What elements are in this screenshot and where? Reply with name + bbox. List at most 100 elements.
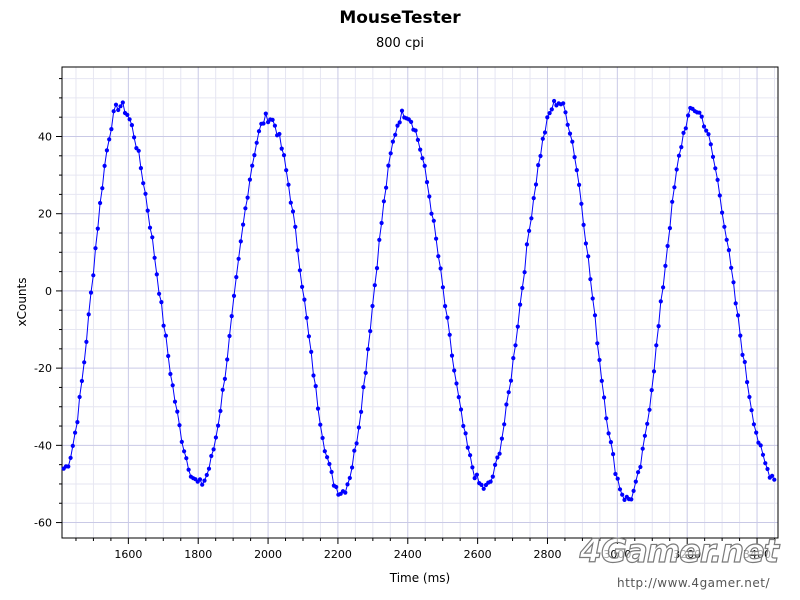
data-point (465, 445, 470, 450)
data-point (343, 490, 348, 495)
data-point (77, 394, 82, 400)
data-point (490, 474, 495, 479)
data-point (345, 482, 350, 487)
data-point (499, 436, 504, 441)
data-point (699, 114, 704, 119)
data-point (390, 139, 395, 144)
data-point (636, 470, 641, 475)
data-point (549, 107, 554, 112)
data-point (772, 477, 777, 482)
data-point (216, 423, 221, 428)
data-point (120, 100, 125, 105)
data-point (606, 431, 611, 436)
data-point (93, 246, 98, 251)
data-point (735, 313, 741, 318)
x-tick-label: 3400 (743, 548, 771, 561)
data-point (724, 237, 729, 242)
data-point (209, 453, 214, 459)
data-point (179, 439, 184, 444)
data-point (325, 455, 330, 460)
data-point (524, 242, 530, 247)
data-point (545, 115, 550, 120)
data-point (508, 378, 514, 383)
data-point (352, 448, 357, 453)
data-point (293, 224, 298, 229)
data-point (431, 218, 436, 223)
data-point (502, 422, 507, 427)
data-point (182, 449, 187, 454)
data-point (161, 323, 166, 328)
y-axis-label: xCounts (15, 278, 29, 327)
data-point (329, 469, 334, 475)
data-point (309, 349, 314, 354)
chart-subtitle: 800 cpi (376, 36, 424, 51)
data-point (102, 163, 107, 168)
data-point (245, 195, 250, 200)
data-point (445, 315, 450, 320)
data-point (234, 275, 239, 280)
data-point (479, 482, 484, 487)
data-point (647, 407, 652, 412)
data-point (579, 201, 584, 206)
watermark-logo: 4Gamer.net (579, 531, 780, 570)
x-tick-label: 2600 (464, 548, 492, 561)
data-point (368, 329, 373, 334)
data-point (529, 216, 534, 221)
data-point (717, 193, 722, 198)
data-point (463, 431, 468, 436)
data-point (70, 443, 75, 448)
data-point (608, 440, 614, 445)
data-point (670, 199, 675, 204)
data-point (95, 226, 100, 231)
data-point (536, 163, 541, 168)
data-point (361, 385, 366, 390)
data-point (538, 153, 543, 159)
data-point (159, 300, 164, 305)
watermark-url: http://www.4gamer.net/ (617, 576, 770, 590)
data-point (304, 315, 309, 320)
data-point (186, 467, 191, 472)
data-point (175, 409, 180, 414)
data-point (300, 284, 305, 289)
data-point (595, 341, 600, 346)
data-point (313, 384, 318, 389)
x-tick-label: 2200 (324, 548, 352, 561)
data-point (220, 387, 225, 392)
data-point (320, 435, 325, 441)
data-point (82, 360, 87, 365)
data-point (125, 112, 130, 117)
data-point (172, 399, 178, 404)
data-point (511, 356, 516, 361)
data-point (733, 301, 738, 306)
data-point (66, 464, 71, 469)
data-point (227, 333, 232, 339)
data-point (470, 465, 475, 470)
data-point (533, 182, 539, 187)
data-point (631, 488, 636, 493)
data-point (272, 123, 277, 128)
data-point (204, 472, 209, 478)
data-point (658, 299, 663, 304)
data-point (409, 119, 414, 124)
data-point (206, 466, 212, 471)
data-point (254, 140, 259, 145)
data-point (481, 486, 486, 491)
data-point (572, 155, 577, 160)
minor-grid (62, 67, 778, 538)
data-point (356, 425, 361, 430)
plot-frame (61, 66, 779, 539)
data-point (177, 423, 182, 428)
data-point (107, 137, 112, 142)
data-point (615, 476, 620, 481)
data-point (747, 394, 752, 400)
x-axis-label: Time (ms) (389, 571, 451, 585)
data-point (599, 378, 604, 383)
data-point (250, 163, 255, 168)
data-point (424, 180, 430, 185)
data-point (715, 177, 720, 182)
data-point (497, 451, 502, 456)
data-point (104, 148, 109, 153)
data-point (683, 126, 688, 131)
data-point (306, 334, 311, 339)
